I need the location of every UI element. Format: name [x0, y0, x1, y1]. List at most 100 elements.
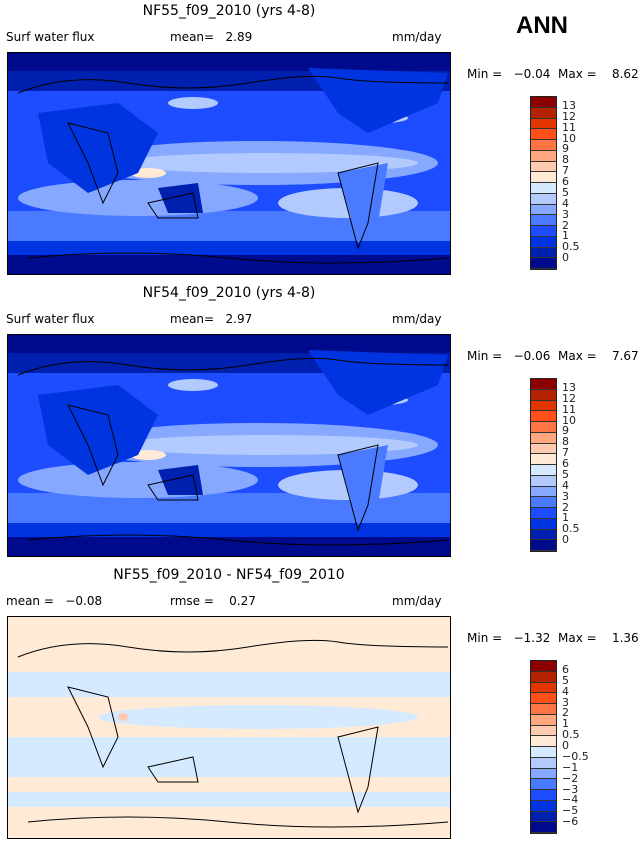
colorbar-tick-label: 6 [562, 175, 569, 188]
map-panel [7, 616, 451, 839]
colorbar-swatch [531, 757, 556, 769]
colorbar-swatch [531, 779, 556, 790]
colorbar-tick-label: 1 [562, 229, 569, 243]
season-label: ANN [516, 12, 568, 39]
colorbar-swatch [531, 671, 556, 683]
colorbar-swatch [531, 204, 556, 216]
colorbar-swatch [531, 800, 556, 812]
colorbar-tick-label: 8 [562, 435, 569, 449]
colorbar-tick-label: 3 [562, 489, 569, 503]
colorbar-tick-label: −3 [562, 782, 579, 796]
colorbar-tick-label: 0.5 [562, 522, 580, 536]
colorbar-tick-label: 1 [562, 717, 569, 731]
colorbar-tick-label: 4 [562, 684, 569, 698]
colorbar-swatch [531, 529, 556, 541]
colorbar-swatch [531, 183, 556, 194]
colorbar-tick-label: 12 [562, 391, 576, 405]
colorbar-swatch [531, 811, 556, 823]
colorbar-swatch [531, 693, 556, 704]
colorbar-swatch [531, 736, 556, 747]
colorbar-swatch [531, 540, 556, 551]
colorbar-swatch [531, 661, 556, 672]
colorbar-swatch [531, 422, 556, 433]
colorbar-swatch [531, 432, 556, 444]
colorbar-swatch [531, 714, 556, 726]
colorbar-tick-label: 6 [562, 457, 569, 470]
map-panel [7, 52, 451, 275]
units-label: mm/day [392, 312, 442, 326]
colorbar-swatch [531, 97, 556, 108]
colorbar-swatch [531, 226, 556, 237]
min-max-label: Min = −1.32 Max = 1.36 [467, 631, 639, 645]
units-label: mm/day [392, 594, 442, 608]
colorbar-tick-label: 9 [562, 424, 569, 438]
colorbar-tick-label: 13 [562, 380, 576, 394]
variable-label: Surf water flux [6, 30, 95, 44]
colorbar-swatch [531, 411, 556, 422]
colorbar-tick-label: 2 [562, 218, 569, 232]
colorbar-tick-label: 11 [562, 402, 576, 416]
colorbar-tick-label: 5 [562, 467, 569, 481]
colorbar-swatch [531, 258, 556, 269]
colorbar-tick-label: 12 [562, 109, 576, 123]
colorbar-swatch [531, 161, 556, 173]
variable-label: Surf water flux [6, 312, 95, 326]
colorbar-tick-label: 0 [562, 739, 569, 752]
map-panel [7, 334, 451, 557]
colorbar-tick-label: 11 [562, 120, 576, 134]
variable-label: mean = −0.08 [6, 594, 103, 608]
colorbar-tick-label: 0.5 [562, 728, 580, 742]
colorbar-tick-label: 4 [562, 196, 569, 210]
panel-title: NF54_f09_2010 (yrs 4-8) [142, 285, 316, 301]
colorbar-tick-label: 0 [562, 251, 569, 265]
colorbar-tick-label: 1 [562, 511, 569, 525]
colorbar-swatch [531, 704, 556, 715]
colorbar-swatch [531, 822, 556, 833]
colorbar-tick-label: 2 [562, 706, 569, 720]
panel-title: NF55_f09_2010 (yrs 4-8) [142, 3, 316, 19]
colorbar-swatch [531, 790, 556, 801]
colorbar-swatch [531, 768, 556, 780]
colorbar-swatch [531, 725, 556, 737]
colorbar-tick-label: 8 [562, 153, 569, 167]
colorbar-swatch [531, 465, 556, 476]
min-max-label: Min = −0.06 Max = 7.67 [467, 349, 639, 363]
colorbar-swatch [531, 454, 556, 465]
colorbar-tick-label: −5 [562, 804, 579, 818]
colorbar-tick-label: 10 [562, 131, 576, 145]
colorbar-swatch [531, 140, 556, 151]
colorbar-tick-label: 4 [562, 478, 569, 492]
colorbar-swatch [531, 172, 556, 183]
colorbar [530, 96, 557, 270]
colorbar-swatch [531, 486, 556, 498]
colorbar-swatch [531, 247, 556, 259]
colorbar-swatch [531, 518, 556, 530]
colorbar-swatch [531, 400, 556, 412]
colorbar-tick-label: 0.5 [562, 240, 580, 254]
colorbar-swatch [531, 129, 556, 140]
colorbar-swatch [531, 389, 556, 401]
colorbar-tick-label: −2 [562, 771, 579, 785]
colorbar-swatch [531, 475, 556, 487]
colorbar-swatch [531, 379, 556, 390]
colorbar-tick-label: 0 [562, 533, 569, 547]
colorbar-swatch [531, 682, 556, 694]
colorbar [530, 378, 557, 552]
colorbar-swatch [531, 747, 556, 758]
min-max-label: Min = −0.04 Max = 8.62 [467, 67, 639, 81]
colorbar-tick-label: 3 [562, 207, 569, 221]
colorbar-tick-label: −4 [562, 793, 579, 807]
stat-label: mean= 2.97 [170, 312, 253, 326]
colorbar-tick-label: 7 [562, 446, 569, 460]
units-label: mm/day [392, 30, 442, 44]
colorbar-swatch [531, 215, 556, 226]
colorbar-swatch [531, 508, 556, 519]
colorbar-tick-label: −0.5 [562, 749, 589, 763]
colorbar-tick-label: 6 [562, 662, 569, 676]
colorbar-tick-label: 5 [562, 185, 569, 199]
colorbar-tick-label: 5 [562, 673, 569, 687]
colorbar-tick-label: −1 [562, 760, 579, 774]
colorbar-tick-label: 2 [562, 500, 569, 514]
colorbar [530, 660, 557, 834]
